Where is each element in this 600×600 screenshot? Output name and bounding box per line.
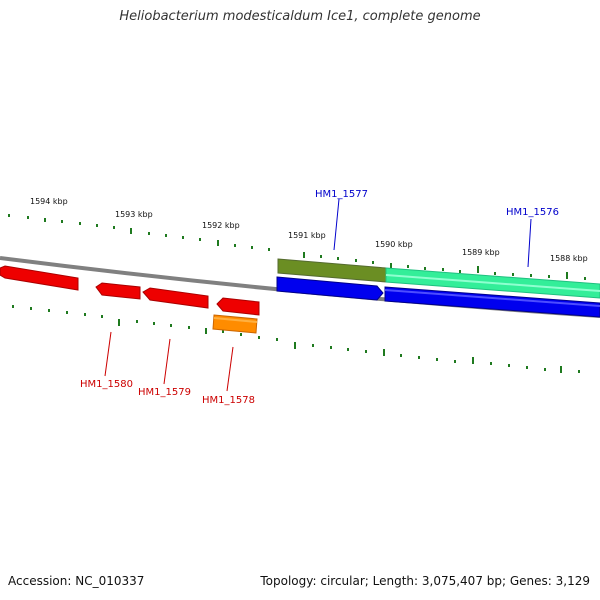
tick-label-1590: 1590 kbp: [375, 240, 413, 249]
gene-hm1-1581[interactable]: [0, 265, 79, 291]
map-title: Heliobacterium modesticaldum Ice1, compl…: [119, 9, 481, 24]
label-hm1-1576: HM1_1576: [506, 207, 559, 218]
orange-highlight: [213, 317, 258, 323]
lower-tick-row: [12, 305, 580, 373]
tick-label-1591: 1591 kbp: [288, 231, 326, 240]
leader-hm1-1578: [226, 346, 234, 392]
tick-label-1592: 1592 kbp: [202, 221, 240, 230]
feature-teal-highlight: [385, 274, 600, 292]
leader-hm1-1580: [104, 331, 112, 377]
gene-hm1-1576-highlight: [384, 289, 600, 307]
upper-tick-row: [8, 214, 586, 280]
gene-hm1-1579[interactable]: [142, 287, 209, 309]
gene-hm1-1578-red[interactable]: [216, 297, 260, 316]
label-hm1-1579: HM1_1579: [138, 387, 191, 398]
label-hm1-1577: HM1_1577: [315, 189, 368, 200]
genome-summary-text: Topology: circular; Length: 3,075,407 bp…: [260, 574, 590, 588]
leader-hm1-1576: [527, 218, 532, 268]
leader-hm1-1579: [163, 338, 171, 385]
accession-text: Accession: NC_010337: [8, 574, 145, 588]
tick-label-1593: 1593 kbp: [115, 210, 153, 219]
tick-label-1594: 1594 kbp: [30, 197, 68, 206]
gene-hm1-1577[interactable]: [276, 276, 384, 301]
gene-hm1-1580[interactable]: [95, 282, 141, 300]
label-hm1-1578: HM1_1578: [202, 395, 255, 406]
tick-label-1589: 1589 kbp: [462, 248, 500, 257]
tick-label-1588: 1588 kbp: [550, 254, 588, 263]
leader-hm1-1577: [333, 198, 340, 251]
label-hm1-1580: HM1_1580: [80, 379, 133, 390]
